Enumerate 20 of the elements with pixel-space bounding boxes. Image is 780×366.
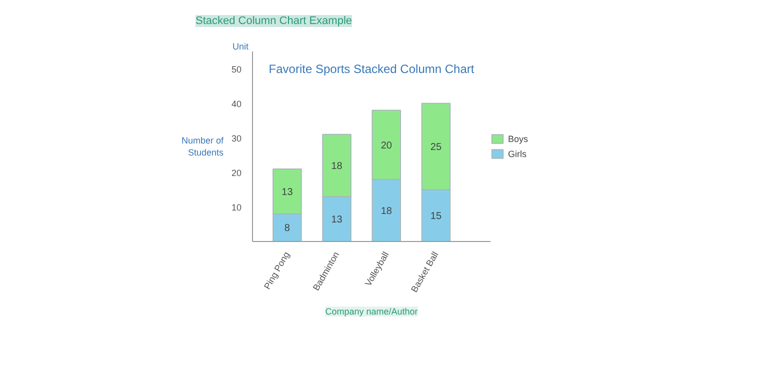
data-label: 8 (284, 223, 290, 234)
y-tick-label: 20 (231, 168, 242, 178)
chart-title: Stacked Column Chart Example (196, 15, 352, 27)
data-label: 18 (380, 206, 392, 217)
data-label: 15 (430, 211, 442, 222)
y-tick-label: 30 (231, 133, 242, 144)
text: Company name/Author (325, 306, 418, 316)
data-label: 13 (331, 214, 343, 226)
data-label: 20 (380, 140, 392, 152)
legend-label: Girls (508, 148, 528, 158)
data-label: 13 (282, 186, 294, 198)
y-axis-title: Number of Students (181, 136, 224, 158)
y-tick-label: 40 (231, 98, 242, 109)
text: Unit (232, 42, 250, 52)
data-label: 25 (430, 142, 442, 153)
y-tick-label: 10 (231, 202, 242, 212)
legend-label: Boys (508, 134, 528, 144)
text: Favorite Sports Stacked Column Chart (268, 62, 475, 76)
y-tick-label: 50 (231, 64, 242, 74)
data-label: 18 (331, 161, 343, 172)
